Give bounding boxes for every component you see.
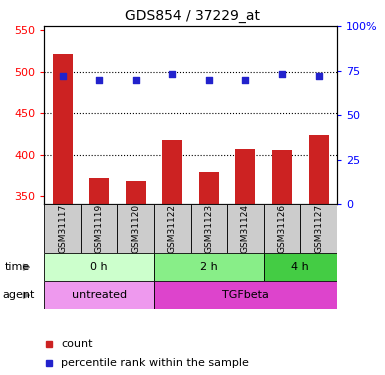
Point (206, 77, 212, 83)
Bar (199, 172, 219, 375)
Bar (191, 204, 227, 253)
Text: count: count (61, 339, 93, 349)
Text: untreated: untreated (72, 290, 127, 300)
Text: 2 h: 2 h (200, 262, 218, 272)
Text: GSM31123: GSM31123 (204, 204, 213, 254)
Text: agent: agent (2, 290, 34, 300)
Text: 0 h: 0 h (90, 262, 108, 272)
Bar (235, 149, 256, 375)
Bar (117, 204, 154, 253)
Bar (162, 140, 182, 375)
Point (169, 71, 176, 77)
Bar (81, 204, 117, 253)
Bar (154, 204, 191, 253)
Text: GSM31122: GSM31122 (168, 204, 177, 253)
Point (132, 77, 139, 83)
Bar (126, 181, 146, 375)
Text: GSM31117: GSM31117 (58, 204, 67, 254)
Bar (227, 204, 264, 253)
Text: GSM31119: GSM31119 (95, 204, 104, 254)
Bar (44, 281, 154, 309)
Point (316, 73, 322, 79)
Text: GSM31127: GSM31127 (314, 204, 323, 254)
Text: 4 h: 4 h (291, 262, 309, 272)
Bar (89, 178, 109, 375)
Bar (272, 150, 292, 375)
Text: time: time (5, 262, 30, 272)
Bar (154, 281, 337, 309)
Bar (308, 135, 329, 375)
Point (243, 77, 249, 83)
Text: GSM31124: GSM31124 (241, 204, 250, 253)
Point (96, 77, 102, 83)
Bar (44, 204, 81, 253)
Text: GSM31126: GSM31126 (278, 204, 286, 254)
Text: percentile rank within the sample: percentile rank within the sample (61, 358, 249, 368)
Text: GSM31120: GSM31120 (131, 204, 140, 254)
Point (279, 71, 285, 77)
Bar (264, 204, 300, 253)
Text: GDS854 / 37229_at: GDS854 / 37229_at (125, 9, 260, 23)
Text: TGFbeta: TGFbeta (222, 290, 269, 300)
Bar (44, 253, 154, 281)
Bar (154, 253, 264, 281)
Point (59, 73, 65, 79)
Bar (52, 54, 73, 375)
Bar (300, 204, 337, 253)
Bar (264, 253, 337, 281)
